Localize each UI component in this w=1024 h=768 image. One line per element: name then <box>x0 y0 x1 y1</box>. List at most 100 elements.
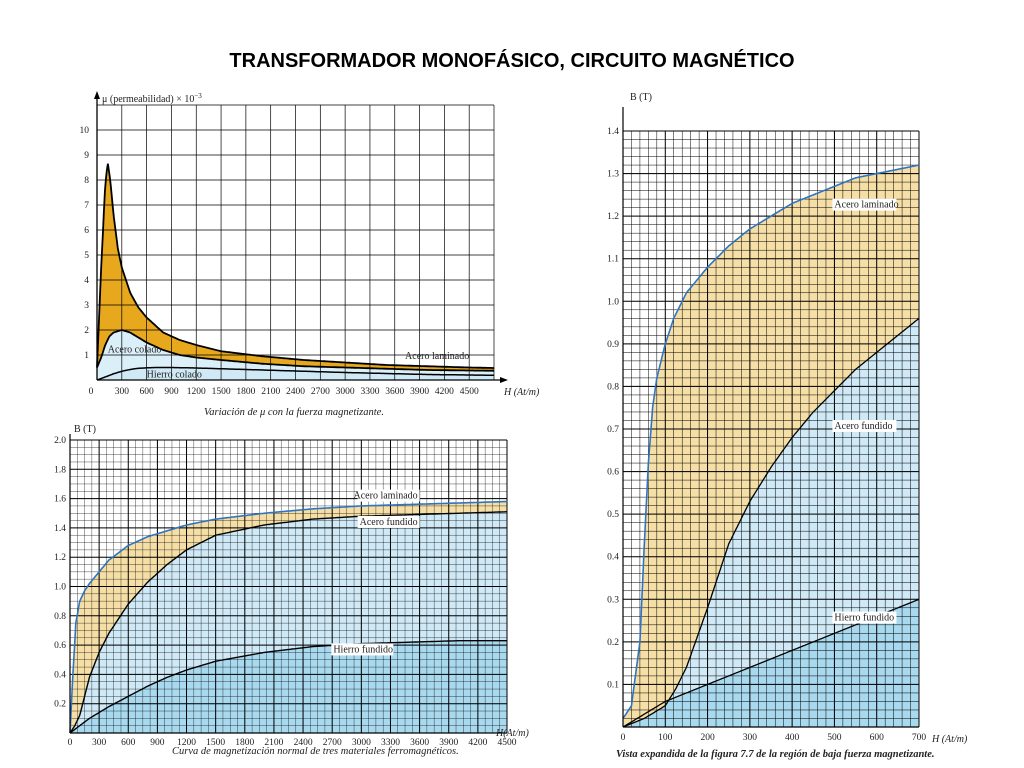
acero-laminado-label: Acero laminado <box>354 491 418 502</box>
magnetization-y-tick: 1.2 <box>54 553 66 563</box>
magnetization-y-tick: 1.6 <box>54 495 66 505</box>
permeability-x-tick: 600 <box>140 387 155 397</box>
magnetization-x-tick: 4500 <box>498 738 517 748</box>
permeability-x-tick: 3900 <box>410 387 429 397</box>
permeability-x-tick: 1800 <box>236 387 255 397</box>
low-field-x-tick: 300 <box>743 733 758 743</box>
permeability-x-tick: 3000 <box>336 387 355 397</box>
acero-fundido-label-bg <box>832 420 897 432</box>
acero-laminado-curve <box>96 163 494 369</box>
acero-fundido-label: Acero fundido <box>360 517 418 528</box>
permeability-x-arrow <box>500 377 508 383</box>
low-field-plot-area: 0 100 200 300 400 500 600 700 0.1 0.2 0.3 0.4 0.5 0.6… <box>607 107 926 743</box>
acero-fundido-label-bg <box>357 515 420 528</box>
low-field-y-tick: 0.4 <box>607 553 619 563</box>
permeability-x-tick: 1200 <box>187 387 206 397</box>
low-field-y-tick: 1.3 <box>607 170 619 180</box>
acero-laminado-curve <box>69 500 508 734</box>
magnetization-x-tick: 300 <box>92 738 107 748</box>
permeability-y-tick: 2 <box>84 326 89 336</box>
permeability-x-tick: 2100 <box>261 387 280 397</box>
magnetization-x-tick: 1200 <box>177 738 196 748</box>
permeability-y-tick: 9 <box>84 151 89 161</box>
magnetization-x-tick: 4200 <box>468 738 487 748</box>
acero-colado-curve <box>96 329 495 372</box>
permeability-y-tick: 3 <box>84 301 89 311</box>
magnetization-y-tick: 0.8 <box>54 612 66 622</box>
permeability-x-tick: 2700 <box>311 387 330 397</box>
permeability-x-tick-zero: 0 <box>89 387 94 397</box>
low-field-y-tick: 0.8 <box>607 382 619 392</box>
low-field-y-tick: 0.5 <box>607 510 619 520</box>
low-field-x-tick: 400 <box>785 733 800 743</box>
magnetization-x-tick: 1500 <box>206 738 225 748</box>
acero-laminado-curve <box>622 164 920 719</box>
permeability-caption: Variación de μ con la fuerza magnetizant… <box>204 407 384 418</box>
hierro-colado-label: Hierro colado <box>147 370 202 381</box>
magnetization-x-axis-label: H(At/m) <box>495 728 529 739</box>
acero-laminado-label: Acero laminado <box>834 200 898 211</box>
magnetization-y-axis-label: B (T) <box>74 424 96 435</box>
low-field-x-axis-label: H (At/m) <box>931 734 968 745</box>
permeability-y-tick: 1 <box>84 351 89 361</box>
acero-fundido-label: Acero fundido <box>834 421 892 432</box>
permeability-x-tick: 3600 <box>385 387 404 397</box>
magnetization-x-tick: 3000 <box>352 738 371 748</box>
magnetization-y-tick: 1.0 <box>54 583 66 593</box>
low-field-y-tick: 1.2 <box>607 212 619 222</box>
permeability-x-tick: 300 <box>115 387 130 397</box>
magnetization-y-tick: 1.4 <box>54 524 66 534</box>
low-field-x-tick: 200 <box>700 733 715 743</box>
permeability-y-arrow <box>94 91 100 99</box>
permeability-x-tick: 2400 <box>286 387 305 397</box>
magnetization-plot-area: 0 300 600 900 1200 1500 1800 2100 2400 2700 3000 33… <box>54 434 517 748</box>
magnetization-x-tick: 900 <box>150 738 165 748</box>
permeability-y-tick: 6 <box>84 226 89 236</box>
acero-laminado-label-bg <box>357 489 420 502</box>
low-field-y-tick: 1.4 <box>607 127 619 137</box>
magnetization-x-tick: 3900 <box>439 738 458 748</box>
permeability-x-tick: 900 <box>164 387 179 397</box>
low-field-y-axis-label: B (T) <box>630 92 652 103</box>
low-field-y-tick: 0.6 <box>607 468 619 478</box>
magnetization-caption: Curva de magnetización normal de tres ma… <box>172 746 459 757</box>
hierro-fundido-label-bg <box>832 611 897 624</box>
permeability-y-tick: 5 <box>84 251 89 261</box>
magnetization-x-tick: 600 <box>121 738 135 748</box>
magnetization-x-tick: 0 <box>68 738 73 748</box>
magnetization-y-tick: 0.6 <box>54 641 66 651</box>
low-field-y-tick: 0.9 <box>607 340 619 350</box>
magnetization-y-tick: 1.8 <box>54 465 66 475</box>
acero-fundido-curve <box>622 317 920 728</box>
magnetization-x-tick: 1800 <box>235 738 254 748</box>
permeability-x-tick: 3300 <box>360 387 379 397</box>
low-field-y-tick: 1.1 <box>607 255 619 265</box>
permeability-plot-area: 300 600 900 1200 1500 1800 2100 2400 2700 3000 330… <box>80 91 508 397</box>
hierro-fundido-label: Hierro fundido <box>333 644 393 655</box>
magnetization-x-tick: 3600 <box>410 738 429 748</box>
low-field-x-tick: 100 <box>658 733 673 743</box>
low-field-x-tick: 0 <box>621 733 626 743</box>
magnetization-x-tick: 3300 <box>381 738 400 748</box>
acero-laminado-label: Acero laminado <box>405 351 469 362</box>
hierro-fundido-label-bg <box>331 643 394 656</box>
hierro-fundido-label: Hierro fundido <box>834 613 894 624</box>
low-field-x-tick: 600 <box>870 733 885 743</box>
permeability-x-tick: 1500 <box>212 387 231 397</box>
permeability-x-tick: 4500 <box>460 387 479 397</box>
low-field-y-tick: 0.2 <box>607 638 619 648</box>
permeability-y-tick: 4 <box>84 276 89 286</box>
acero-laminado-label-bg <box>832 198 897 211</box>
low-field-caption: Vista expandida de la figura 7.7 de la r… <box>616 749 935 760</box>
permeability-y-axis-label: μ (permeabilidad) × 10−3 <box>102 92 202 105</box>
hierro-fundido-band <box>623 599 919 727</box>
permeability-y-tick: 7 <box>84 201 89 211</box>
low-field-x-tick: 700 <box>912 733 927 743</box>
permeability-x-axis-label: H (At/m) <box>503 387 540 398</box>
magnetization-x-tick: 2100 <box>264 738 283 748</box>
low-field-x-tick: 500 <box>827 733 842 743</box>
magnetization-x-tick: 2700 <box>323 738 342 748</box>
low-field-y-tick: 0.3 <box>607 595 619 605</box>
permeability-chart: 300 600 900 1200 1500 1800 2100 2400 2700 3000 330… <box>80 91 540 418</box>
page-title: TRANSFORMADOR MONOFÁSICO, CIRCUITO MAGNÉ… <box>229 50 795 72</box>
